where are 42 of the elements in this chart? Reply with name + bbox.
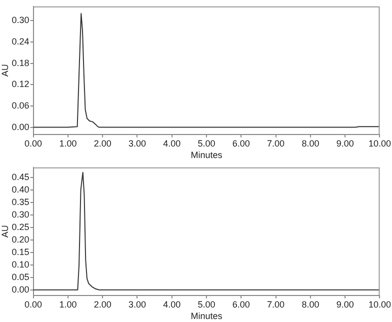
x-tick-label: 2.00 <box>94 299 112 310</box>
x-tick-label: 9.00 <box>336 138 354 148</box>
y-tick-label: 0.45 <box>12 172 30 182</box>
x-tick-label: 4.00 <box>163 138 181 148</box>
y-tick-label: 0.00 <box>12 122 30 132</box>
x-tick-label: 5.00 <box>198 138 216 148</box>
y-tick-label: 0.00 <box>12 284 30 294</box>
y-tick-label: 0.25 <box>12 222 30 232</box>
y-tick-label: 0.20 <box>12 234 30 244</box>
y-tick-label: 0.35 <box>12 196 30 207</box>
x-tick-label: 2.00 <box>94 138 112 148</box>
y-tick-label: 0.12 <box>12 79 30 90</box>
x-tick-label: 9.00 <box>336 299 354 310</box>
y-tick-label: 0.24 <box>12 36 30 46</box>
x-tick-label: 8.00 <box>302 299 320 310</box>
y-tick-label: 0.10 <box>12 259 30 270</box>
x-axis-title: Minutes <box>190 150 223 160</box>
y-tick-label: 0.18 <box>12 58 30 68</box>
x-tick-label: 1.00 <box>59 138 77 148</box>
x-tick-label: 6.00 <box>232 138 250 148</box>
x-tick-label: 3.00 <box>128 299 146 310</box>
y-tick-label: 0.15 <box>12 246 30 257</box>
y-tick-label: 0.06 <box>12 100 30 110</box>
x-tick-label: 1.00 <box>59 299 77 310</box>
x-tick-label: 10.00 <box>368 138 392 148</box>
y-tick-label: 0.40 <box>12 184 30 194</box>
y-axis-title: AU <box>0 64 10 77</box>
x-axis-title: Minutes <box>190 311 223 322</box>
x-tick-label: 3.00 <box>128 138 146 148</box>
x-tick-label: 4.00 <box>163 299 181 310</box>
y-tick-label: 0.30 <box>12 15 30 26</box>
y-tick-label: 0.30 <box>12 209 30 220</box>
x-tick-label: 5.00 <box>198 299 216 310</box>
x-tick-label: 10.00 <box>368 299 392 310</box>
x-tick-label: 7.00 <box>267 138 285 148</box>
x-tick-label: 6.00 <box>232 299 250 310</box>
x-tick-label: 0.00 <box>24 299 42 310</box>
y-axis-title: AU <box>0 225 10 238</box>
x-tick-label: 8.00 <box>302 138 320 148</box>
x-tick-label: 0.00 <box>24 138 42 148</box>
y-tick-label: 0.05 <box>12 272 30 282</box>
x-tick-label: 7.00 <box>267 299 285 310</box>
